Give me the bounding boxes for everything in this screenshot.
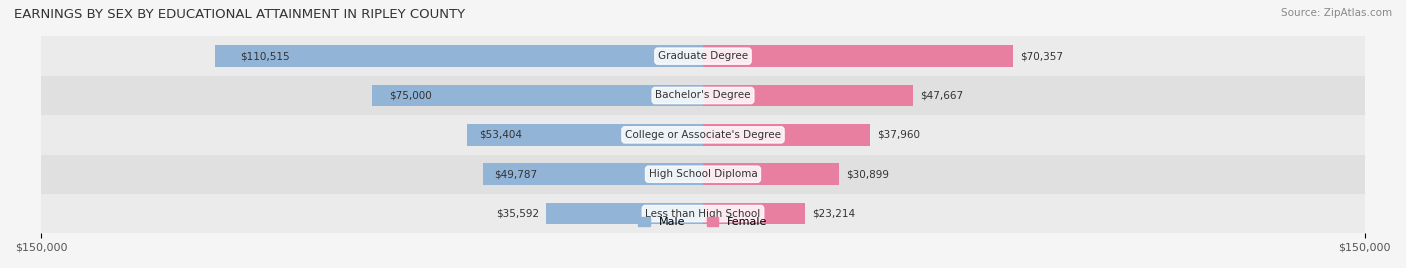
Text: $37,960: $37,960 <box>877 130 920 140</box>
Bar <box>41 36 1365 76</box>
Text: $23,214: $23,214 <box>813 209 855 219</box>
Bar <box>41 194 1365 233</box>
Text: Graduate Degree: Graduate Degree <box>658 51 748 61</box>
Text: $30,899: $30,899 <box>846 169 889 179</box>
Bar <box>215 45 703 67</box>
Text: Source: ZipAtlas.com: Source: ZipAtlas.com <box>1281 8 1392 18</box>
Bar <box>373 85 703 106</box>
Text: Less than High School: Less than High School <box>645 209 761 219</box>
Bar <box>41 76 1365 115</box>
Bar <box>484 163 703 185</box>
Text: $47,667: $47,667 <box>920 91 963 100</box>
Bar <box>703 45 1014 67</box>
Legend: Male, Female: Male, Female <box>634 213 772 232</box>
Text: EARNINGS BY SEX BY EDUCATIONAL ATTAINMENT IN RIPLEY COUNTY: EARNINGS BY SEX BY EDUCATIONAL ATTAINMEN… <box>14 8 465 21</box>
Text: High School Diploma: High School Diploma <box>648 169 758 179</box>
Bar <box>467 124 703 146</box>
Text: $70,357: $70,357 <box>1019 51 1063 61</box>
Text: $75,000: $75,000 <box>388 91 432 100</box>
Bar <box>41 155 1365 194</box>
Bar <box>703 85 914 106</box>
Text: $110,515: $110,515 <box>240 51 290 61</box>
Text: Bachelor's Degree: Bachelor's Degree <box>655 91 751 100</box>
Text: College or Associate's Degree: College or Associate's Degree <box>626 130 780 140</box>
Text: $35,592: $35,592 <box>496 209 540 219</box>
Bar <box>546 203 703 224</box>
Text: $49,787: $49,787 <box>495 169 537 179</box>
Bar <box>41 115 1365 155</box>
Bar <box>703 124 870 146</box>
Text: $53,404: $53,404 <box>479 130 522 140</box>
Bar <box>703 163 839 185</box>
Bar <box>703 203 806 224</box>
